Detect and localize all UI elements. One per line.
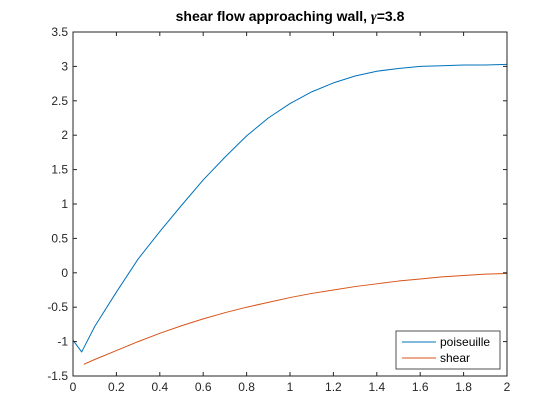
x-tick-label: 0.6 bbox=[195, 380, 212, 394]
x-tick-label: 2 bbox=[504, 380, 511, 394]
x-tick-label: 0.2 bbox=[108, 380, 125, 394]
x-tick-label: 1.8 bbox=[455, 380, 472, 394]
x-tick-label: 0 bbox=[70, 380, 77, 394]
y-tick-label: 3 bbox=[61, 59, 68, 73]
plot-area bbox=[73, 32, 507, 376]
ticks-layer: 0 0.2 0.4 0.6 0.8 1 1.2 1.4 1.6 1.8 2 -1.5 -1 -0.5 0 0.… bbox=[47, 25, 510, 394]
y-tick-label: 2 bbox=[61, 128, 68, 142]
y-tick-label: -1 bbox=[57, 335, 68, 349]
chart-title-symbol: γ bbox=[371, 10, 377, 25]
y-tick-label: 2.5 bbox=[51, 94, 68, 108]
y-tick-label: 3.5 bbox=[51, 25, 68, 39]
x-tick-label: 1.6 bbox=[412, 380, 429, 394]
series-line-poiseuille bbox=[72, 63, 508, 353]
series-layer bbox=[72, 63, 508, 365]
x-tick-label: 0.4 bbox=[151, 380, 168, 394]
y-tick-label: -1.5 bbox=[47, 369, 68, 383]
y-tick-label: 1.5 bbox=[51, 163, 68, 177]
y-tick-label: 0.5 bbox=[51, 231, 68, 245]
y-tick-label: 1 bbox=[61, 197, 68, 211]
legend-label-shear: shear bbox=[440, 351, 470, 365]
legend-label-poiseuille: poiseuille bbox=[440, 335, 490, 349]
x-tick-label: 1.2 bbox=[325, 380, 342, 394]
legend-box bbox=[395, 330, 501, 370]
chart-title-text: shear flow approaching wall, bbox=[176, 8, 371, 24]
y-tick-label: 0 bbox=[61, 266, 68, 280]
x-tick-label: 1 bbox=[287, 380, 294, 394]
legend: poiseuille shear bbox=[395, 330, 501, 370]
series-line-shear bbox=[83, 272, 508, 365]
x-tick-label: 0.8 bbox=[238, 380, 255, 394]
x-tick-label: 1.4 bbox=[368, 380, 385, 394]
chart-title: shear flow approaching wall, γ=3.8 bbox=[176, 8, 405, 25]
y-tick-label: -0.5 bbox=[47, 300, 68, 314]
chart-title-suffix: =3.8 bbox=[377, 8, 405, 24]
